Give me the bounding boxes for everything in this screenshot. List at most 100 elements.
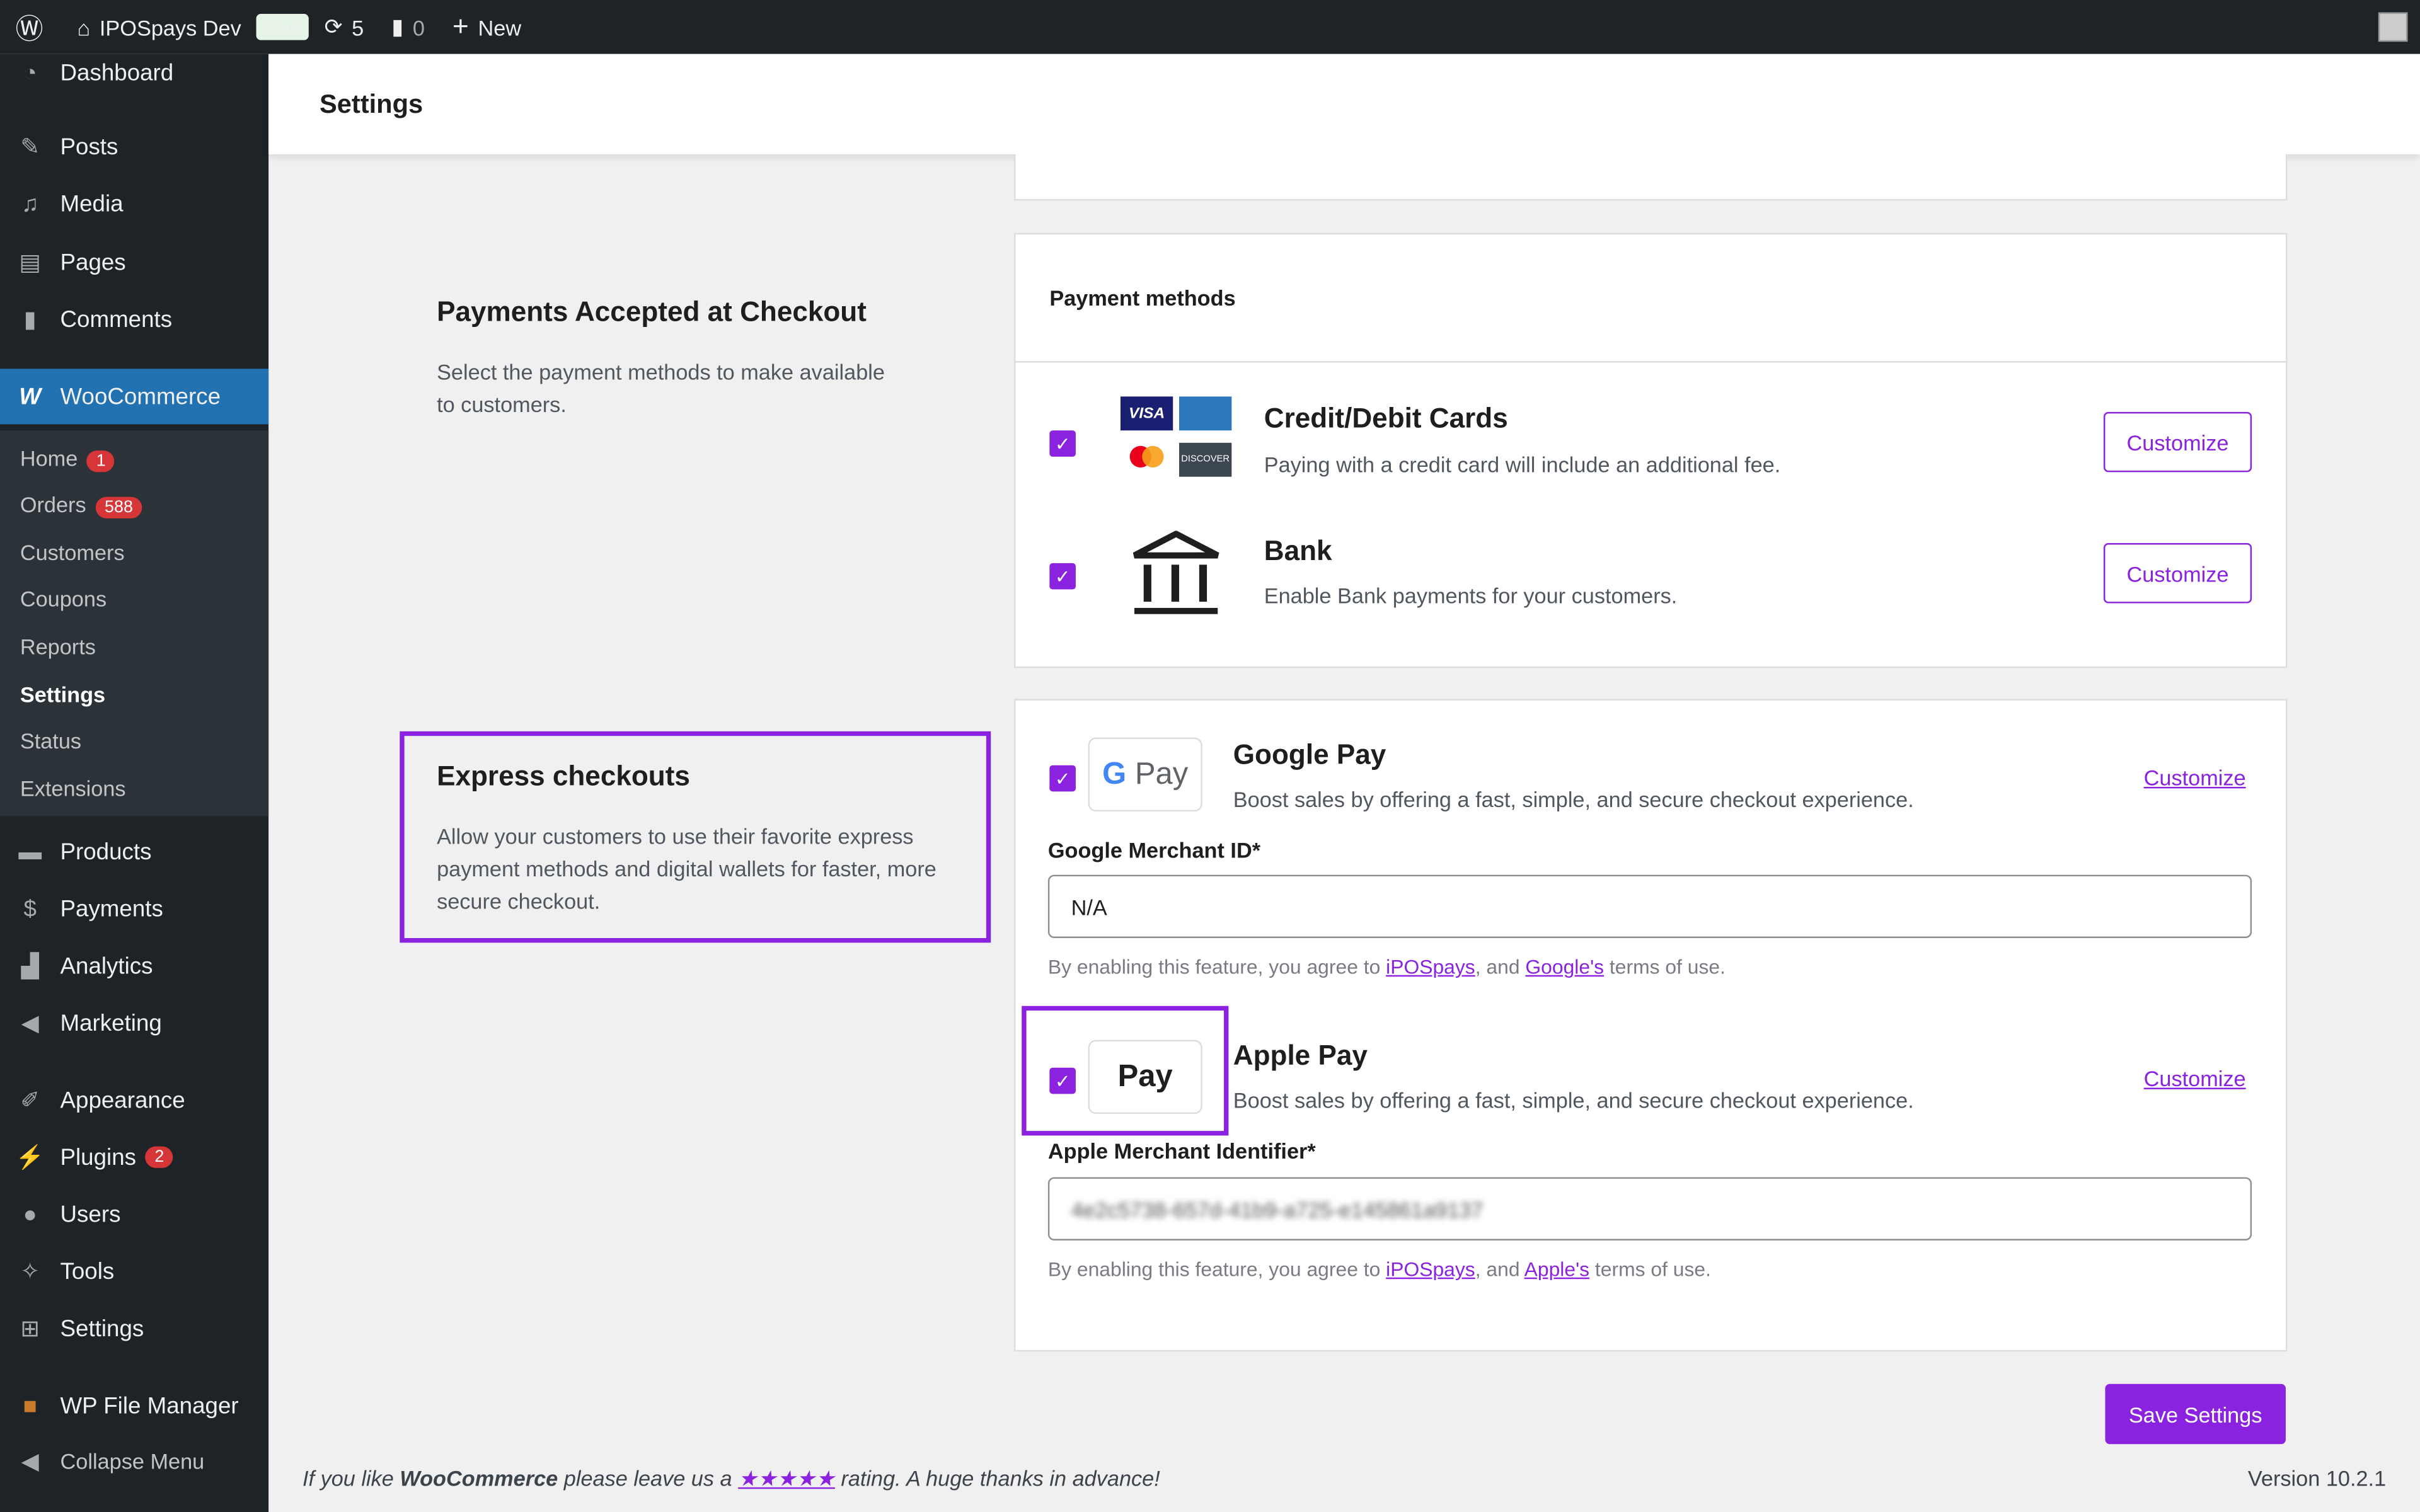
sidebar: ◔ Dashboard ✎ Posts ♫ Media ▤ Pages ▮ Comment… <box>0 54 269 1512</box>
avatar[interactable] <box>2378 12 2408 42</box>
bank-checkbox[interactable]: ✓ <box>1049 563 1076 590</box>
google-terms: By enabling this feature, you agree to i… <box>1048 955 1726 978</box>
version: Version 10.2.1 <box>2247 1465 2387 1491</box>
wordpress-logo-icon[interactable]: Ⓦ <box>15 13 43 44</box>
text: By enabling this feature, you agree to <box>1047 1257 1386 1281</box>
sidebar-item-payments[interactable]: $ Payments <box>0 886 268 932</box>
sidebar-item-marketing[interactable]: ◀ Marketing <box>0 1000 268 1046</box>
sidebar-item-pages[interactable]: ▤ Pages <box>0 239 268 285</box>
label: Users <box>60 1201 121 1228</box>
ipospays-link[interactable]: iPOSpays <box>1386 954 1475 978</box>
text: rating. A huge thanks in advance! <box>834 1465 1160 1491</box>
badge: 1 <box>87 450 115 472</box>
comment-icon: ▮ <box>391 14 404 39</box>
plugin-icon: ⚡ <box>15 1145 45 1171</box>
comments-count: 0 <box>412 14 425 40</box>
site-link[interactable]: ⌂ IPOSpays Dev <box>77 14 241 39</box>
comment-icon: ▮ <box>23 307 37 333</box>
submenu-status[interactable]: Status <box>20 728 82 753</box>
site-name: IPOSpays Dev <box>99 14 241 40</box>
media-icon: ♫ <box>21 190 39 217</box>
credit-card-checkbox[interactable]: ✓ <box>1049 430 1076 457</box>
card-title: Payment methods <box>1049 285 1236 311</box>
label: Settings <box>60 1315 144 1342</box>
refresh-icon: ⟳ <box>324 14 343 39</box>
label: Tools <box>60 1258 115 1285</box>
sidebar-item-comments[interactable]: ▮ Comments <box>0 296 268 342</box>
chart-icon: ▟ <box>21 953 39 980</box>
submenu-settings[interactable]: Settings <box>20 682 106 707</box>
text: By enabling this feature, you agree to <box>1047 954 1386 978</box>
submenu-orders[interactable]: Orders 588 <box>20 492 142 518</box>
bank-title: Bank <box>1264 535 1332 566</box>
ipospays-link[interactable]: iPOSpays <box>1386 1257 1475 1281</box>
customize-bank-button[interactable]: Customize <box>2103 543 2252 604</box>
google-pay-checkbox[interactable]: ✓ <box>1049 765 1076 792</box>
new-link[interactable]: + New <box>452 11 521 43</box>
sidebar-item-media[interactable]: ♫ Media <box>0 181 268 227</box>
apple-pay-highlight <box>1022 1005 1229 1136</box>
submenu-customers[interactable]: Customers <box>20 540 125 565</box>
label: Products <box>60 839 152 865</box>
sidebar-item-tools[interactable]: ✧ Tools <box>0 1248 268 1294</box>
google-pay-customize-link[interactable]: Customize <box>2143 765 2246 790</box>
page-header: Settings <box>268 54 2420 154</box>
bank-desc: Enable Bank payments for your customers. <box>1264 583 1678 608</box>
pin-icon: ✎ <box>20 134 40 161</box>
submenu-coupons[interactable]: Coupons <box>20 586 107 611</box>
updates-link[interactable]: ⟳ 5 <box>325 14 364 40</box>
label: Comments <box>60 306 173 333</box>
new-label: New <box>478 14 522 40</box>
label: Pages <box>60 249 126 276</box>
save-settings-button[interactable]: Save Settings <box>2105 1383 2286 1445</box>
label: Plugins <box>60 1143 137 1171</box>
dashboard-icon: ◔ <box>23 59 37 86</box>
settings-icon: ⊞ <box>20 1315 40 1343</box>
submenu-reports[interactable]: Reports <box>20 634 96 659</box>
divider <box>1015 361 2286 363</box>
apple-pay-checkbox[interactable]: ✓ <box>1049 1067 1076 1094</box>
apple-merchant-id-input[interactable]: 4e2c5738-657d-41b9-a725-e145861a9137 <box>1047 1177 2252 1240</box>
text: please leave us a <box>558 1465 739 1491</box>
collapse-menu[interactable]: ◀ Collapse Menu <box>0 1438 268 1484</box>
sidebar-item-analytics[interactable]: ▟ Analytics <box>0 942 268 988</box>
sidebar-item-users[interactable]: ● Users <box>0 1191 268 1237</box>
submenu-extensions[interactable]: Extensions <box>20 776 126 801</box>
sidebar-item-settings[interactable]: ⊞ Settings <box>0 1305 268 1351</box>
rating-stars-link[interactable]: ★★★★★ <box>738 1465 835 1491</box>
sidebar-item-appearance[interactable]: ✐ Appearance <box>0 1077 268 1123</box>
collapse-icon: ◀ <box>21 1448 39 1475</box>
woo-icon: W <box>19 383 42 410</box>
sidebar-item-woocommerce[interactable]: W WooCommerce <box>0 369 269 425</box>
megaphone-icon: ◀ <box>21 1011 39 1037</box>
credit-card-desc: Paying with a credit card will include a… <box>1264 452 1781 477</box>
sidebar-item-file-manager[interactable]: ■ WP File Manager <box>0 1382 268 1428</box>
google-terms-link[interactable]: Google's <box>1525 954 1605 978</box>
google-pay-title: Google Pay <box>1233 739 1386 770</box>
apple-merchant-label: Apple Merchant Identifier* <box>1047 1138 1316 1164</box>
express-desc: Allow your customers to use their favori… <box>437 821 936 918</box>
google-merchant-id-input[interactable]: N/A <box>1047 874 2252 938</box>
sidebar-item-posts[interactable]: ✎ Posts <box>0 123 268 169</box>
comments-link[interactable]: ▮ 0 <box>391 14 425 40</box>
woocommerce-submenu: Home 1 Orders 588 Customers Coupons Report… <box>0 430 269 816</box>
badge: 588 <box>95 496 142 518</box>
label: Collapse Menu <box>60 1448 205 1474</box>
payments-desc: Select the payment methods to make avail… <box>437 357 885 421</box>
google-pay-desc: Boost sales by offering a fast, simple, … <box>1233 786 1914 812</box>
sidebar-item-dashboard[interactable]: ◔ Dashboard <box>0 49 268 95</box>
desc-line: payment methods and digital wallets for … <box>437 856 936 881</box>
sidebar-item-plugins[interactable]: ⚡ Plugins 2 <box>0 1134 268 1180</box>
label: Media <box>60 190 124 217</box>
apple-terms-link[interactable]: Apple's <box>1524 1257 1590 1281</box>
apple-pay-customize-link[interactable]: Customize <box>2143 1066 2246 1091</box>
sidebar-item-products[interactable]: ▬ Products <box>0 828 268 874</box>
apple-pay-title: Apple Pay <box>1233 1040 1368 1071</box>
previous-card <box>1013 154 2288 201</box>
submenu-home[interactable]: Home 1 <box>20 446 115 472</box>
label: Posts <box>60 133 118 160</box>
google-merchant-label: Google Merchant ID* <box>1047 837 1261 862</box>
label: Orders <box>20 492 86 517</box>
text: , and <box>1475 954 1526 978</box>
customize-credit-card-button[interactable]: Customize <box>2103 411 2252 472</box>
